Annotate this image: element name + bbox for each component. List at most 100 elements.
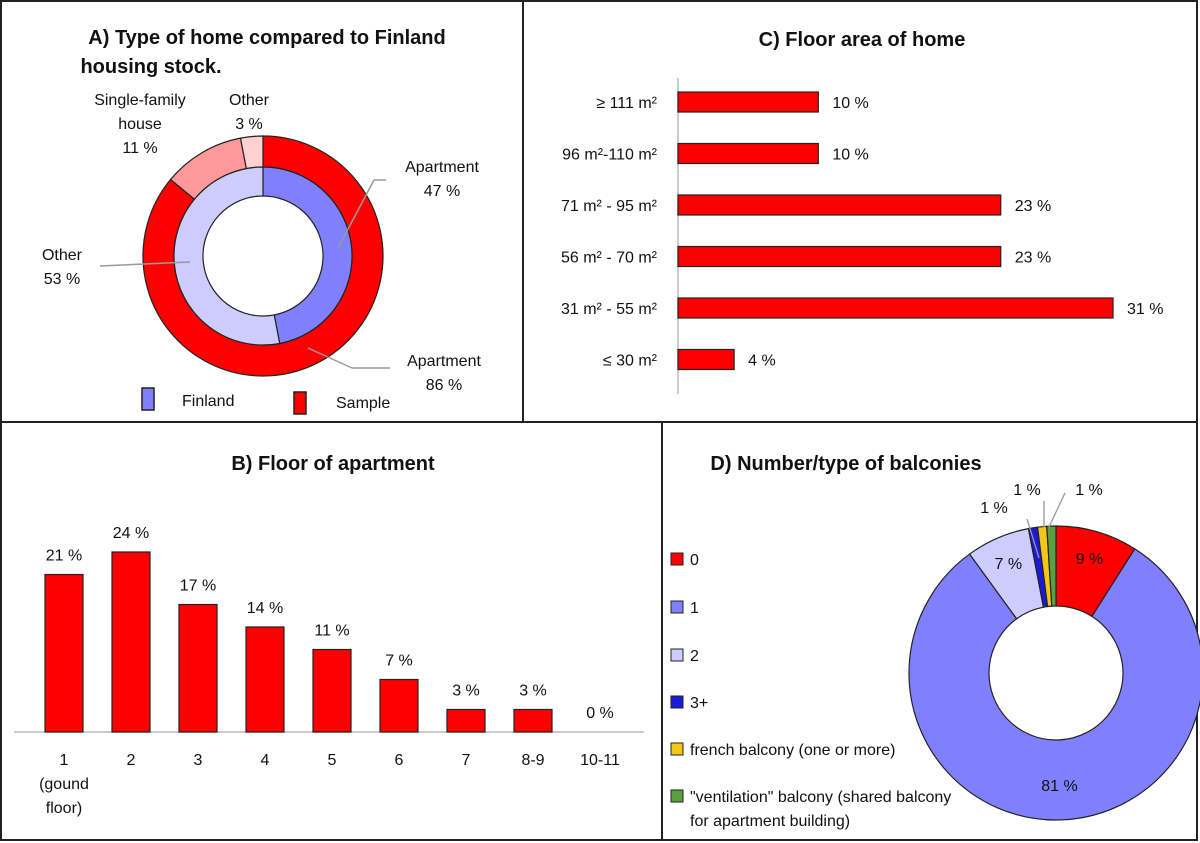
annotation-text: 11 % [122,140,157,157]
bar [677,297,1114,319]
legend-item-0: 0 [670,552,699,569]
slice-label: 1 % [980,500,1008,517]
legend-label: 1 [690,600,699,617]
legend-swatch [670,695,684,709]
legend-swatch [670,552,684,566]
leader-line [307,347,353,369]
annotation-text: 86 % [426,377,462,394]
chart-c-title: C) Floor area of home [759,29,966,51]
bar [111,551,151,733]
panel-a: A) Type of home compared to Finland hous… [0,0,524,423]
value-label: 24 % [113,525,149,542]
chart-a-annotation-other-sample: Other 3 % [229,92,270,133]
legend-item-3: 3+ [670,695,708,712]
leader-line [337,179,375,249]
value-label: 31 % [1127,301,1163,318]
legend-item-1: 1 [670,600,699,617]
category-label: 10-11 [580,752,620,769]
slice-label: 1 % [1013,482,1041,499]
legend-item-5: "ventilation" balcony (shared balcony fo… [670,789,951,830]
chart-d-leaders [1026,492,1066,559]
chart-a: A) Type of home compared to Finland hous… [42,27,481,415]
value-label: 14 % [247,600,283,617]
bar [677,348,735,371]
category-label: 56 m² - 70 m² [561,250,658,267]
chart-a-annotation-apartment-finland: Apartment 47 % [337,159,479,249]
annotation-text: Single-family [94,92,186,109]
category-label: 2 [127,752,136,769]
annotation-text: 53 % [44,271,80,288]
annotation-text: 47 % [424,183,460,200]
chart-c: C) Floor area of home 10 % ≥ 111 m² 10 % 96… [561,29,1163,394]
chart-d-title: D) Number/type of balconies [710,453,981,475]
legend-swatch [670,789,684,803]
leader-line [1048,492,1066,528]
value-label: 10 % [832,147,868,164]
legend-item-2: 2 [670,648,699,665]
value-label: 4 % [748,353,776,370]
value-label: 7 % [385,653,413,670]
leader-line [1026,518,1040,559]
annotation-text: Apartment [405,159,479,176]
bar [446,708,486,733]
legend-swatch [670,742,684,756]
chart-a-annotation-other-finland: Other 53 % [42,247,191,288]
bar [379,678,419,733]
category-label: ≤ 30 m² [603,353,658,370]
finland-slice-apartment [262,166,353,345]
value-label: 11 % [314,623,349,640]
annotation-text: Other [229,92,270,109]
legend-swatch [670,600,684,614]
chart-b-tick-sublabel: floor) [46,800,82,817]
legend-swatch-finland [141,387,155,411]
bar [677,142,819,165]
chart-d: D) Number/type of balconies 0 1 2 3+ fre… [670,453,1200,830]
slice-label: 9 % [1076,551,1104,568]
leader-line [99,261,191,267]
value-label: 3 % [452,683,480,700]
chart-a-annotation-single-family: Single-family house 11 % [94,92,186,157]
slice-label: 81 % [1041,778,1077,795]
category-label: 31 m² - 55 m² [561,301,658,318]
legend-swatch [670,648,684,662]
legend-label: 0 [690,552,699,569]
legend-label-finland: Finland [182,393,234,410]
category-label: 71 m² - 95 m² [561,198,658,215]
category-label: 96 m²-110 m² [562,147,658,164]
value-label: 23 % [1015,198,1051,215]
value-label: 0 % [586,705,614,722]
annotation-text: Apartment [407,353,481,370]
category-label: 6 [395,752,404,769]
bar [245,626,285,733]
panel-b: B) Floor of apartment 21 % 1 24 % 2 17 % 3 14 … [0,421,663,841]
legend-item-4: french balcony (one or more) [670,742,895,759]
value-label: 23 % [1015,250,1051,267]
chart-b-title: B) Floor of apartment [231,453,435,475]
bar [178,603,218,733]
chart-b-tick-sublabel: (gound [39,776,89,793]
finland-slice-other [173,166,281,346]
value-label: 3 % [519,683,547,700]
bar [312,648,352,733]
category-label: 8-9 [521,752,544,769]
chart-a-annotation-apartment-sample: Apartment 86 % [307,347,481,394]
chart-b: B) Floor of apartment 21 % 1 24 % 2 17 % 3 14 … [14,453,644,817]
chart-a-legend: Finland Sample [141,387,390,415]
balcony-slice-1 [908,548,1200,821]
annotation-text: house [118,116,162,133]
bar [513,708,553,733]
chart-a-title-line1: A) Type of home compared to Finland [88,27,445,49]
legend-label: 3+ [690,695,708,712]
panel-d: D) Number/type of balconies 0 1 2 3+ fre… [661,421,1200,841]
category-label: 4 [261,752,270,769]
slice-label: 1 % [1075,482,1103,499]
bar [677,245,1002,268]
chart-d-legend: 0 1 2 3+ french balcony (one or more) "v… [670,552,951,830]
value-label: 10 % [832,95,868,112]
category-label: 5 [328,752,337,769]
legend-swatch-sample [293,391,307,415]
annotation-text: 3 % [235,116,263,133]
legend-label-sample: Sample [336,395,390,412]
panel-c: C) Floor area of home 10 % ≥ 111 m² 10 % 96… [522,0,1198,423]
legend-label-line2: for apartment building) [690,813,850,830]
